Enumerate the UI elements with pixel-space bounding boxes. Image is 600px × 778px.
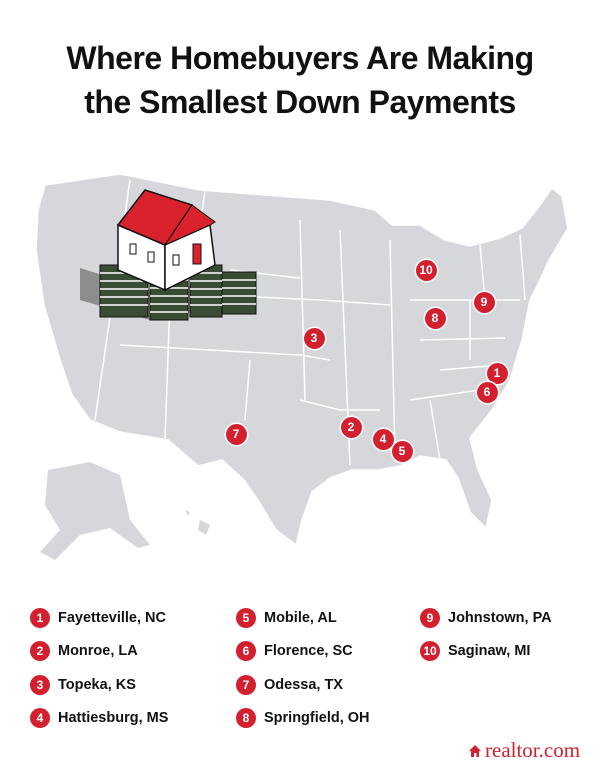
legend-rank-badge: 6: [236, 641, 256, 661]
legend-rank-badge: 1: [30, 608, 50, 628]
legend-item: 9 Johnstown, PA: [420, 608, 552, 628]
legend-city-name: Monroe, LA: [58, 643, 138, 659]
title-line-1: Where Homebuyers Are Making: [66, 40, 534, 76]
legend-city-name: Florence, SC: [264, 643, 353, 659]
map-marker-2: 2: [340, 416, 362, 438]
map-marker-10: 10: [415, 259, 437, 281]
map-marker-1: 1: [486, 362, 508, 384]
map-marker-8: 8: [424, 307, 446, 329]
legend-city-name: Odessa, TX: [264, 677, 343, 693]
legend-item: 3 Topeka, KS: [30, 675, 136, 695]
legend-city-name: Springfield, OH: [264, 710, 370, 726]
title-line-2: the Smallest Down Payments: [84, 84, 516, 120]
house-illustration: [80, 189, 257, 321]
page-title: Where Homebuyers Are Making the Smallest…: [0, 36, 600, 124]
legend-item: 5 Mobile, AL: [236, 608, 337, 628]
legend-rank-badge: 7: [236, 675, 256, 695]
us-map: [35, 173, 569, 560]
legend-city-name: Fayetteville, NC: [58, 610, 166, 626]
map-marker-4: 4: [372, 428, 394, 450]
logo-text: realtor.com: [485, 738, 581, 762]
legend-item: 7 Odessa, TX: [236, 675, 343, 695]
legend-item: 8 Springfield, OH: [236, 708, 370, 728]
legend-city-name: Topeka, KS: [58, 677, 136, 693]
legend-rank-badge: 5: [236, 608, 256, 628]
legend-item: 1 Fayetteville, NC: [30, 608, 166, 628]
legend-rank-badge: 9: [420, 608, 440, 628]
legend-rank-badge: 3: [30, 675, 50, 695]
legend-city-name: Mobile, AL: [264, 610, 337, 626]
legend-item: 10 Saginaw, MI: [420, 641, 530, 661]
legend-item: 2 Monroe, LA: [30, 641, 138, 661]
legend-item: 4 Hattiesburg, MS: [30, 708, 168, 728]
map-marker-5: 5: [391, 440, 413, 462]
legend-rank-badge: 8: [236, 708, 256, 728]
map-marker-9: 9: [473, 291, 495, 313]
legend-rank-badge: 10: [420, 641, 440, 661]
legend-rank-badge: 4: [30, 708, 50, 728]
legend-item: 6 Florence, SC: [236, 641, 353, 661]
legend-rank-badge: 2: [30, 641, 50, 661]
legend-city-name: Saginaw, MI: [448, 643, 531, 659]
realtor-logo: realtor.com: [468, 738, 580, 763]
house-icon: [469, 744, 481, 757]
legend-city-name: Johnstown, PA: [448, 610, 552, 626]
alaska: [40, 462, 150, 560]
map-marker-6: 6: [476, 381, 498, 403]
hawaii: [185, 510, 210, 535]
map-marker-3: 3: [303, 327, 325, 349]
legend-city-name: Hattiesburg, MS: [58, 710, 169, 726]
map-marker-7: 7: [225, 423, 247, 445]
